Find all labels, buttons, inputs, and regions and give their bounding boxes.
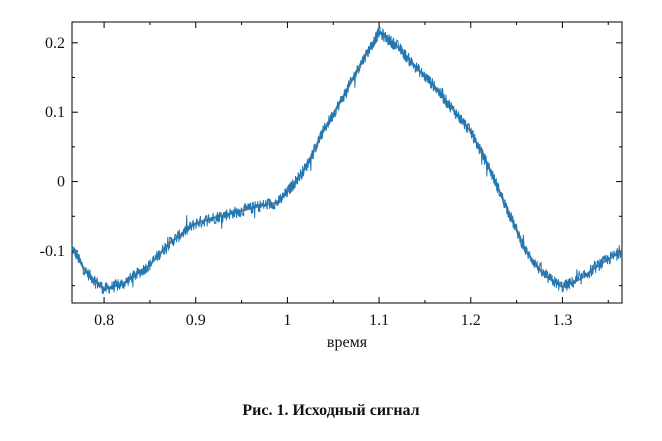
- y-tick-label: 0.1: [45, 104, 65, 121]
- y-tick-label: -0.1: [40, 243, 65, 260]
- axis-ticks: [72, 22, 622, 303]
- signal-line: [71, 26, 623, 295]
- y-tick-label: 0: [57, 174, 65, 191]
- x-tick-label: 1.3: [552, 312, 572, 329]
- x-tick-label: 1.1: [369, 312, 389, 329]
- trend-line-layer: [71, 31, 623, 290]
- y-tick-label: 0.2: [45, 35, 65, 52]
- x-axis-label: время: [327, 334, 368, 351]
- x-tick-label: 0.8: [94, 312, 114, 329]
- x-tick-label: 0.9: [186, 312, 206, 329]
- plot-frame: [71, 21, 623, 304]
- signal-trend-line: [71, 31, 623, 290]
- signal-line-layer: [71, 26, 623, 295]
- tick-labels: 0.8 0.9 1 1.1 1.2 1.3 0.2 0.1 0 -0.1: [40, 35, 573, 329]
- figure-caption: Рис. 1. Исходный сигнал: [242, 402, 420, 419]
- x-tick-label: 1.2: [461, 312, 481, 329]
- x-tick-label: 1: [283, 312, 291, 329]
- signal-chart: 0.8 0.9 1 1.1 1.2 1.3 0.2 0.1 0 -0.1 время: [40, 21, 623, 351]
